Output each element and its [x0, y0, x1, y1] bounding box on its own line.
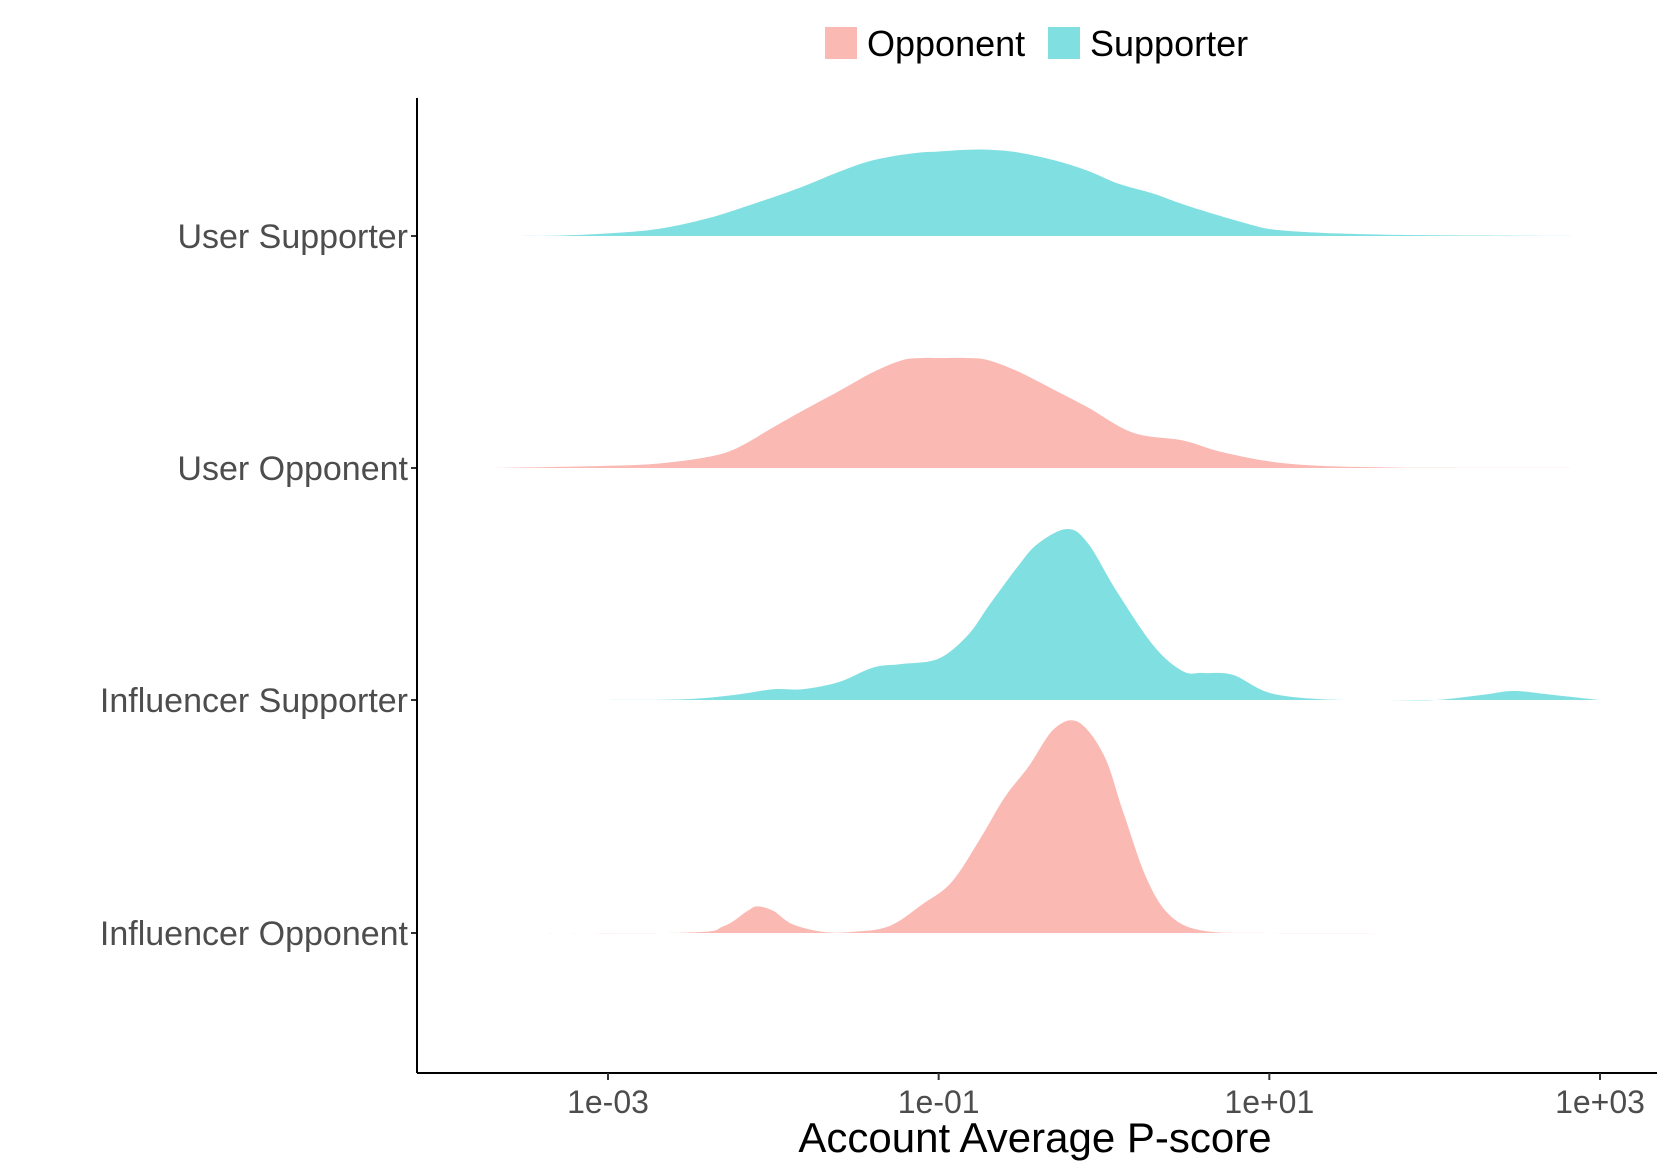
legend-item-opponent: Opponent — [825, 23, 1025, 64]
legend: Opponent Supporter — [825, 23, 1248, 64]
axes-layer: User Supporter User Opponent Influencer Su… — [100, 98, 1657, 1120]
y-label-influencer-opponent: Influencer Opponent — [100, 915, 409, 953]
y-label-user-opponent: User Opponent — [177, 450, 408, 488]
ridge-influencer-opponent — [492, 720, 1600, 934]
ridges-layer — [492, 149, 1600, 934]
x-tick-label: 1e-03 — [567, 1084, 649, 1120]
legend-label-supporter: Supporter — [1090, 23, 1248, 64]
legend-label-opponent: Opponent — [867, 23, 1025, 64]
legend-item-supporter: Supporter — [1048, 23, 1248, 64]
y-label-user-supporter: User Supporter — [177, 218, 408, 256]
x-tick-label: 1e+03 — [1555, 1084, 1645, 1120]
ridge-influencer-supporter — [492, 529, 1600, 701]
ridge-user-supporter — [492, 149, 1600, 236]
ridge-user-opponent — [492, 357, 1600, 468]
legend-swatch-supporter — [1048, 27, 1080, 59]
legend-swatch-opponent — [825, 27, 857, 59]
x-tick-label: 1e+01 — [1224, 1084, 1314, 1120]
x-tick-label: 1e-01 — [898, 1084, 980, 1120]
x-axis-title: Account Average P-score — [798, 1114, 1271, 1161]
y-label-influencer-supporter: Influencer Supporter — [100, 682, 408, 720]
